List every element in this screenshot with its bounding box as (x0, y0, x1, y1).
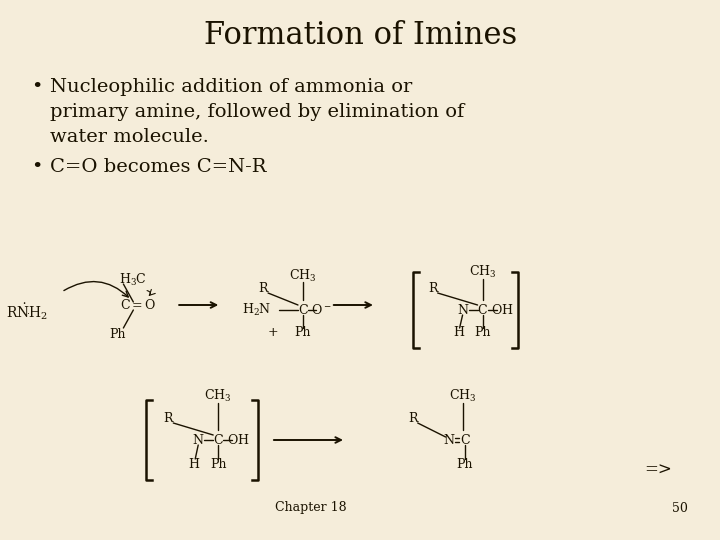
Text: $\mathregular{H_3C}$: $\mathregular{H_3C}$ (120, 272, 147, 288)
Text: Chapter 18: Chapter 18 (275, 502, 347, 515)
Text: R: R (163, 411, 173, 424)
Text: R: R (408, 411, 418, 424)
Text: $\mathregular{CH_3}$: $\mathregular{CH_3}$ (469, 264, 496, 280)
Text: $\mathregular{OH}$: $\mathregular{OH}$ (491, 303, 514, 317)
Text: C: C (298, 303, 307, 316)
Text: =>: => (644, 462, 672, 478)
Text: C: C (213, 434, 223, 447)
Text: N: N (443, 434, 454, 447)
Text: C: C (460, 434, 469, 447)
Text: $\mathregular{CH_3}$: $\mathregular{CH_3}$ (289, 268, 317, 284)
Text: H: H (189, 457, 199, 470)
Text: 50: 50 (672, 502, 688, 515)
Text: Ph: Ph (210, 457, 226, 470)
Text: C: C (478, 303, 487, 316)
Text: R: R (258, 281, 268, 294)
Text: Ph: Ph (474, 326, 491, 339)
Text: $\mathregular{R\dot{N}H_2}$: $\mathregular{R\dot{N}H_2}$ (6, 301, 48, 322)
Text: +: + (268, 326, 279, 339)
Text: $\mathregular{OH}$: $\mathregular{OH}$ (227, 433, 249, 447)
Text: •: • (32, 78, 43, 96)
Text: R: R (428, 281, 438, 294)
Text: C=O becomes C=N-R: C=O becomes C=N-R (50, 158, 266, 176)
Text: $\mathregular{CH_3}$: $\mathregular{CH_3}$ (204, 388, 232, 404)
Text: $\mathregular{H_2N}$: $\mathregular{H_2N}$ (242, 302, 271, 318)
Text: Ph: Ph (294, 326, 311, 339)
Text: Ph: Ph (109, 327, 126, 341)
Text: N: N (193, 434, 204, 447)
Text: •: • (32, 158, 43, 176)
Text: N: N (457, 303, 468, 316)
Text: Formation of Imines: Formation of Imines (204, 19, 518, 51)
Text: Nucleophilic addition of ammonia or
primary amine, followed by elimination of
wa: Nucleophilic addition of ammonia or prim… (50, 78, 464, 146)
Text: $\overset{..}{}$: $\overset{..}{}$ (22, 305, 31, 319)
Text: $\mathregular{CH_3}$: $\mathregular{CH_3}$ (449, 388, 477, 404)
Text: $\mathregular{C{=}O}$: $\mathregular{C{=}O}$ (120, 298, 157, 312)
Text: Ph: Ph (456, 457, 473, 470)
Text: H: H (453, 326, 464, 339)
Text: $\mathregular{O^-}$: $\mathregular{O^-}$ (311, 303, 331, 317)
